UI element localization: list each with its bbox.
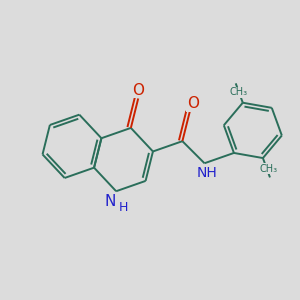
Text: NH: NH — [196, 166, 217, 180]
Text: CH₃: CH₃ — [230, 87, 248, 97]
Text: CH₃: CH₃ — [260, 164, 278, 174]
Text: O: O — [187, 96, 199, 111]
Text: N: N — [105, 194, 116, 209]
Text: O: O — [132, 83, 144, 98]
Text: H: H — [119, 201, 128, 214]
